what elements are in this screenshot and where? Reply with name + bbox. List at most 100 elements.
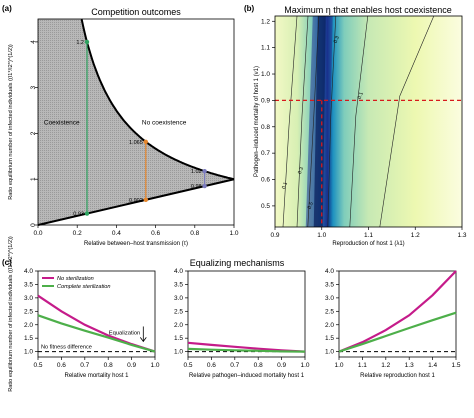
series-line <box>37 314 156 353</box>
y-tick-label: 0.5 <box>261 203 270 210</box>
contour-label: 0.3 <box>297 166 305 175</box>
y-tick-label: 3.5 <box>325 281 334 288</box>
x-axis-label: Relative mortality host 1 <box>64 373 129 379</box>
x-tick-label: 1.0 <box>334 362 343 369</box>
x-tick-label: 0.6 <box>207 362 216 369</box>
y-tick-label: 3.5 <box>174 281 183 288</box>
y-axis-label: Pathogen–induced mortality of host 1 (ν1… <box>254 66 260 177</box>
segment-point-bottom <box>84 211 90 216</box>
annotation-arrow-head <box>139 337 147 343</box>
y-axis-label: Ratio equilibrium number of infected ind… <box>8 236 14 392</box>
y-tick-label: 1.0 <box>325 349 334 356</box>
x-tick-label: 0.7 <box>230 362 239 369</box>
x-tick-label: 0.7 <box>80 362 89 369</box>
y-tick-label: 1.5 <box>174 335 183 342</box>
segment-label-top: 1.065 <box>129 140 143 146</box>
y-tick-label: 2.0 <box>174 322 183 329</box>
y-tick-label: 3.0 <box>24 295 33 302</box>
region-label-no-coexistence: No coexistence <box>142 119 187 126</box>
x-tick-label: 0.8 <box>190 230 199 237</box>
contour-label: 0.1 <box>281 181 289 190</box>
y-tick-label: 1.2 <box>261 18 270 25</box>
x-tick-label: 0.6 <box>151 230 160 237</box>
x-tick-label: 0.9 <box>127 362 136 369</box>
panel-c: (c) Equalizing mechanisms 0.5 0.6 0.7 0.8 0.9 1… <box>2 236 461 392</box>
x-tick-label: 0.0 <box>33 230 42 237</box>
x-tick-label: 0.5 <box>33 362 42 369</box>
x-tick-label: 1.0 <box>317 232 326 239</box>
region-label-coexistence: Coexistence <box>44 119 80 126</box>
x-tick-label: 0.9 <box>270 232 279 239</box>
y-tick-label: 2.5 <box>24 308 33 315</box>
y-tick-label: 4.0 <box>174 268 183 275</box>
x-tick-label: 1.0 <box>150 362 159 369</box>
segment-point-bottom <box>143 197 148 203</box>
segment-point-bottom <box>202 183 207 189</box>
x-tick-label: 1.0 <box>300 362 309 369</box>
segment-label-top: 1.2 <box>76 40 84 46</box>
boundary-lower-line <box>37 178 235 226</box>
panel-b: (b) Maximum η that enables host coexisten… <box>244 4 467 247</box>
segment-point-top <box>143 139 148 144</box>
contour-line <box>349 15 369 228</box>
x-tick-label: 1.3 <box>405 362 414 369</box>
panel-letter: (c) <box>2 258 12 267</box>
x-axis-label: Reproduction of host 1 (λ1) <box>332 241 404 247</box>
series-line <box>338 270 457 353</box>
plot-frame <box>338 270 457 358</box>
panel-title: Equalizing mechanisms <box>190 258 285 268</box>
y-tick-label: 2.5 <box>174 308 183 315</box>
contour-line <box>296 15 309 228</box>
plot-frame <box>187 270 306 358</box>
y-tick-label: 2.5 <box>325 308 334 315</box>
y-tick-label: 0 <box>30 223 37 227</box>
x-tick-label: 0.4 <box>112 230 121 237</box>
y-tick-label: 0.8 <box>261 124 270 131</box>
series-line <box>338 311 457 353</box>
y-tick-label: 4.0 <box>325 268 334 275</box>
plot-frame <box>37 18 235 226</box>
contour-line <box>282 15 298 228</box>
y-tick-label: 1 <box>30 177 37 181</box>
x-tick-label: 1.0 <box>229 230 238 237</box>
heatmap-field <box>275 16 462 227</box>
y-tick-label: 1.1 <box>261 45 270 52</box>
x-tick-label: 0.5 <box>183 362 192 369</box>
y-tick-label: 2.0 <box>24 322 33 329</box>
segment-label-bottom: 0.93 <box>73 212 84 218</box>
boundary-upper-curve <box>80 18 235 181</box>
series-line <box>187 347 306 353</box>
y-tick-label: 0.9 <box>261 97 270 104</box>
y-tick-label: 0.6 <box>261 177 270 184</box>
segment-point-top <box>202 168 207 174</box>
y-tick-label: 3 <box>30 85 37 89</box>
y-axis-label: Ratio equilibrium number of infected ind… <box>8 44 14 200</box>
y-tick-label: 1.0 <box>261 71 270 78</box>
x-tick-label: 0.2 <box>73 230 82 237</box>
contour-label: 0.3 <box>333 35 341 44</box>
x-axis-label: Relative pathogen–induced mortality host… <box>189 373 305 379</box>
legend-label: No sterilization <box>57 276 94 282</box>
y-tick-label: 0.7 <box>261 150 270 157</box>
x-tick-label: 1.1 <box>358 362 367 369</box>
y-tick-label: 4 <box>30 40 37 44</box>
contour-line <box>327 15 337 228</box>
y-tick-label: 1.0 <box>24 349 33 356</box>
x-axis-label: Relative reproduction host 1 <box>360 373 435 379</box>
y-tick-label: 2.0 <box>325 322 334 329</box>
segment-label-bottom: 0.98 <box>191 184 202 190</box>
y-tick-label: 1.5 <box>24 335 33 342</box>
x-tick-label: 1.1 <box>364 232 373 239</box>
x-tick-label: 0.6 <box>57 362 66 369</box>
x-tick-label: 1.4 <box>428 362 437 369</box>
x-tick-label: 1.5 <box>451 362 460 369</box>
plot-frame <box>37 270 156 358</box>
panel-title: Competition outcomes <box>91 7 181 17</box>
segment-point-top <box>84 39 90 45</box>
x-tick-label: 0.8 <box>104 362 113 369</box>
y-tick-label: 3.5 <box>24 281 33 288</box>
y-tick-label: 3.0 <box>325 295 334 302</box>
x-tick-label: 1.2 <box>411 232 420 239</box>
x-tick-label: 0.8 <box>254 362 263 369</box>
